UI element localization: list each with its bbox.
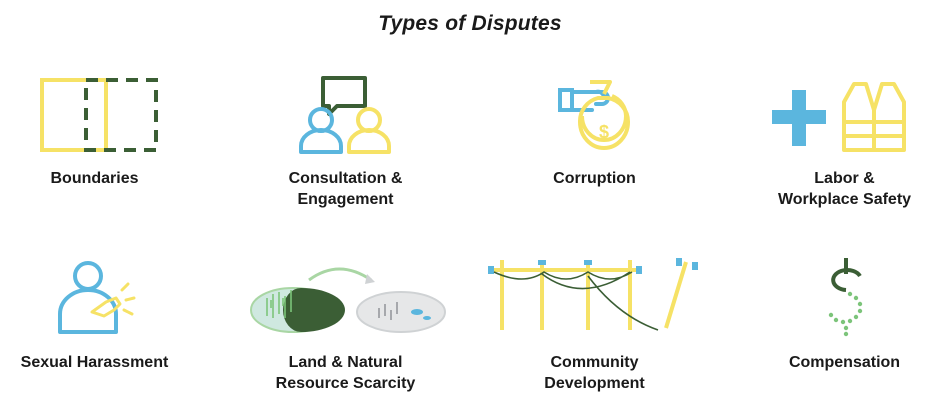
dollar-sign-icon — [727, 254, 940, 354]
svg-text:$: $ — [598, 122, 608, 142]
label-community: Community Development — [544, 354, 645, 392]
label-compensation: Compensation — [788, 354, 901, 371]
cross-safety-vest-icon — [727, 72, 940, 172]
label-labor: Labor & Workplace Safety — [777, 170, 912, 208]
person-touched-shoulder-icon — [0, 258, 212, 358]
label-boundaries: Boundaries — [50, 170, 139, 187]
label-corruption: Corruption — [553, 170, 636, 187]
boundary-squares-icon — [0, 72, 212, 172]
label-harassment: Sexual Harassment — [20, 354, 169, 371]
label-scarcity: Land & Natural Resource Scarcity — [275, 354, 416, 392]
page-title: Types of Disputes — [378, 12, 562, 35]
hand-money-bag-icon: $ — [477, 72, 712, 172]
people-speech-bubble-icon — [228, 72, 463, 172]
power-poles-icon — [477, 252, 712, 352]
label-consultation: Consultation & Engagement — [288, 170, 403, 208]
land-scarcity-icon — [228, 256, 463, 356]
